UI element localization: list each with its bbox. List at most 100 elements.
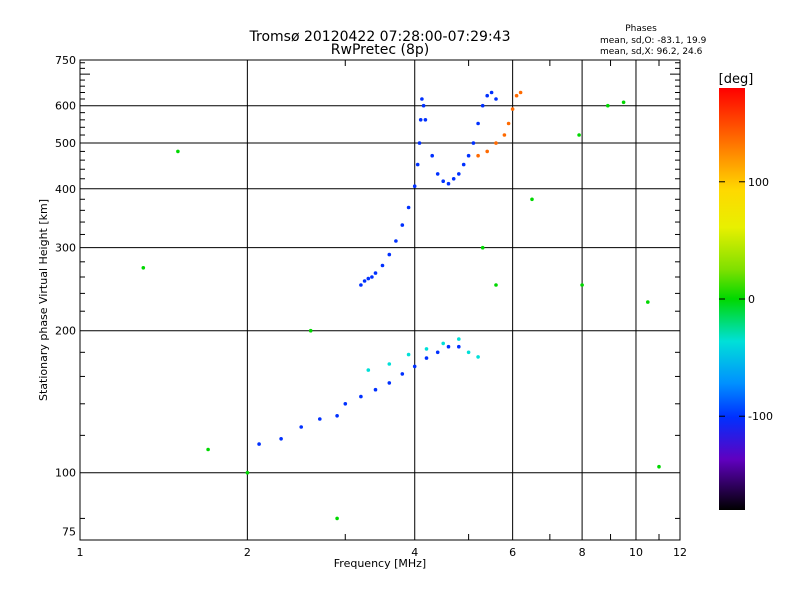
data-point <box>335 414 339 418</box>
phase-o-stats: mean, sd,O: -83.1, 19.9 <box>600 36 707 46</box>
data-point <box>343 402 348 406</box>
data-point <box>646 300 650 304</box>
data-point <box>424 356 429 360</box>
data-point <box>412 364 417 369</box>
phase-x-stats: mean, sd,X: 96.2, 24.6 <box>600 47 703 57</box>
colorbar-ticks: 100 0 -100 <box>719 176 773 423</box>
data-point <box>485 93 490 98</box>
data-point <box>476 153 480 158</box>
colorbar-tick-label: 100 <box>748 176 769 189</box>
y-tick-label: 75 <box>62 526 76 539</box>
data-point <box>394 239 398 243</box>
data-point <box>415 162 420 167</box>
data-point <box>580 283 584 287</box>
data-point <box>466 350 471 355</box>
data-point <box>176 149 180 154</box>
phase-heading: Phases <box>625 24 657 34</box>
data-point <box>318 417 322 421</box>
data-point <box>514 93 519 98</box>
data-point <box>480 245 485 250</box>
y-tick-label: 100 <box>55 467 76 480</box>
data-point <box>502 133 507 137</box>
data-point <box>366 276 371 281</box>
y-axis-label: Stationary phase Virtual Height [km] <box>37 199 50 401</box>
data-point <box>420 97 424 101</box>
data-point <box>362 279 367 283</box>
x-tick-label: 12 <box>673 546 687 559</box>
data-point <box>335 516 339 521</box>
data-point <box>380 263 385 268</box>
data-point <box>480 103 485 108</box>
data-point <box>373 387 378 392</box>
data-points <box>141 90 661 521</box>
colorbar-label: [deg] <box>719 72 754 87</box>
x-tick-label: 4 <box>411 546 418 559</box>
data-point <box>206 447 210 452</box>
data-point <box>387 252 392 257</box>
data-point <box>400 223 405 227</box>
data-point <box>412 184 417 188</box>
x-tick-label: 6 <box>509 546 516 559</box>
data-point <box>494 283 498 287</box>
data-point <box>406 352 411 357</box>
data-point <box>530 197 534 202</box>
data-point <box>451 177 456 181</box>
data-point <box>606 103 610 108</box>
data-point <box>494 97 498 101</box>
y-tick-label: 500 <box>55 137 76 150</box>
x-tick-label: 8 <box>579 546 586 559</box>
data-point <box>476 355 480 359</box>
data-point <box>424 347 429 351</box>
data-point <box>370 275 374 279</box>
y-tick-label: 300 <box>55 242 76 255</box>
data-point <box>476 121 480 126</box>
x-axis-label: Frequency [MHz] <box>334 557 426 570</box>
x-tick-label: 1 <box>77 546 84 559</box>
data-point <box>494 141 498 145</box>
colorbar-tick-label: 0 <box>748 293 755 306</box>
data-point <box>417 141 422 145</box>
data-point <box>257 442 261 446</box>
chart-subtitle: RwPretec (8p) <box>331 42 429 58</box>
data-point <box>359 394 363 399</box>
data-point <box>435 172 440 176</box>
data-point <box>621 100 626 105</box>
data-point <box>471 141 476 145</box>
grid <box>80 60 680 540</box>
data-point <box>457 344 461 349</box>
data-point <box>406 205 411 210</box>
data-point <box>441 179 446 183</box>
data-point <box>387 362 392 366</box>
data-point <box>430 153 435 158</box>
data-point <box>518 90 523 95</box>
data-point <box>489 90 494 95</box>
data-point <box>299 425 304 429</box>
data-point <box>457 172 461 176</box>
data-point <box>141 266 146 270</box>
x-tick-label: 2 <box>244 546 251 559</box>
data-point <box>466 153 471 158</box>
data-point <box>279 437 283 441</box>
data-point <box>657 464 661 469</box>
data-point <box>485 149 490 154</box>
data-point <box>577 133 581 137</box>
data-point <box>435 350 440 355</box>
data-point <box>446 344 451 349</box>
data-point <box>359 283 363 287</box>
data-point <box>446 181 451 186</box>
plot-frame <box>79 59 681 541</box>
data-point <box>387 381 392 385</box>
data-point <box>245 470 250 475</box>
data-point <box>461 162 466 167</box>
chart-title: Tromsø 20120422 07:28:00-07:29:43 <box>249 29 511 45</box>
data-point <box>366 368 371 372</box>
data-point <box>441 341 446 346</box>
data-point <box>400 372 405 376</box>
x-tick-label: 10 <box>629 546 643 559</box>
data-point <box>457 337 461 341</box>
data-point <box>423 118 428 122</box>
colorbar: [deg] 100 0 -100 <box>719 72 773 510</box>
data-point <box>373 271 378 275</box>
data-point <box>418 118 423 122</box>
